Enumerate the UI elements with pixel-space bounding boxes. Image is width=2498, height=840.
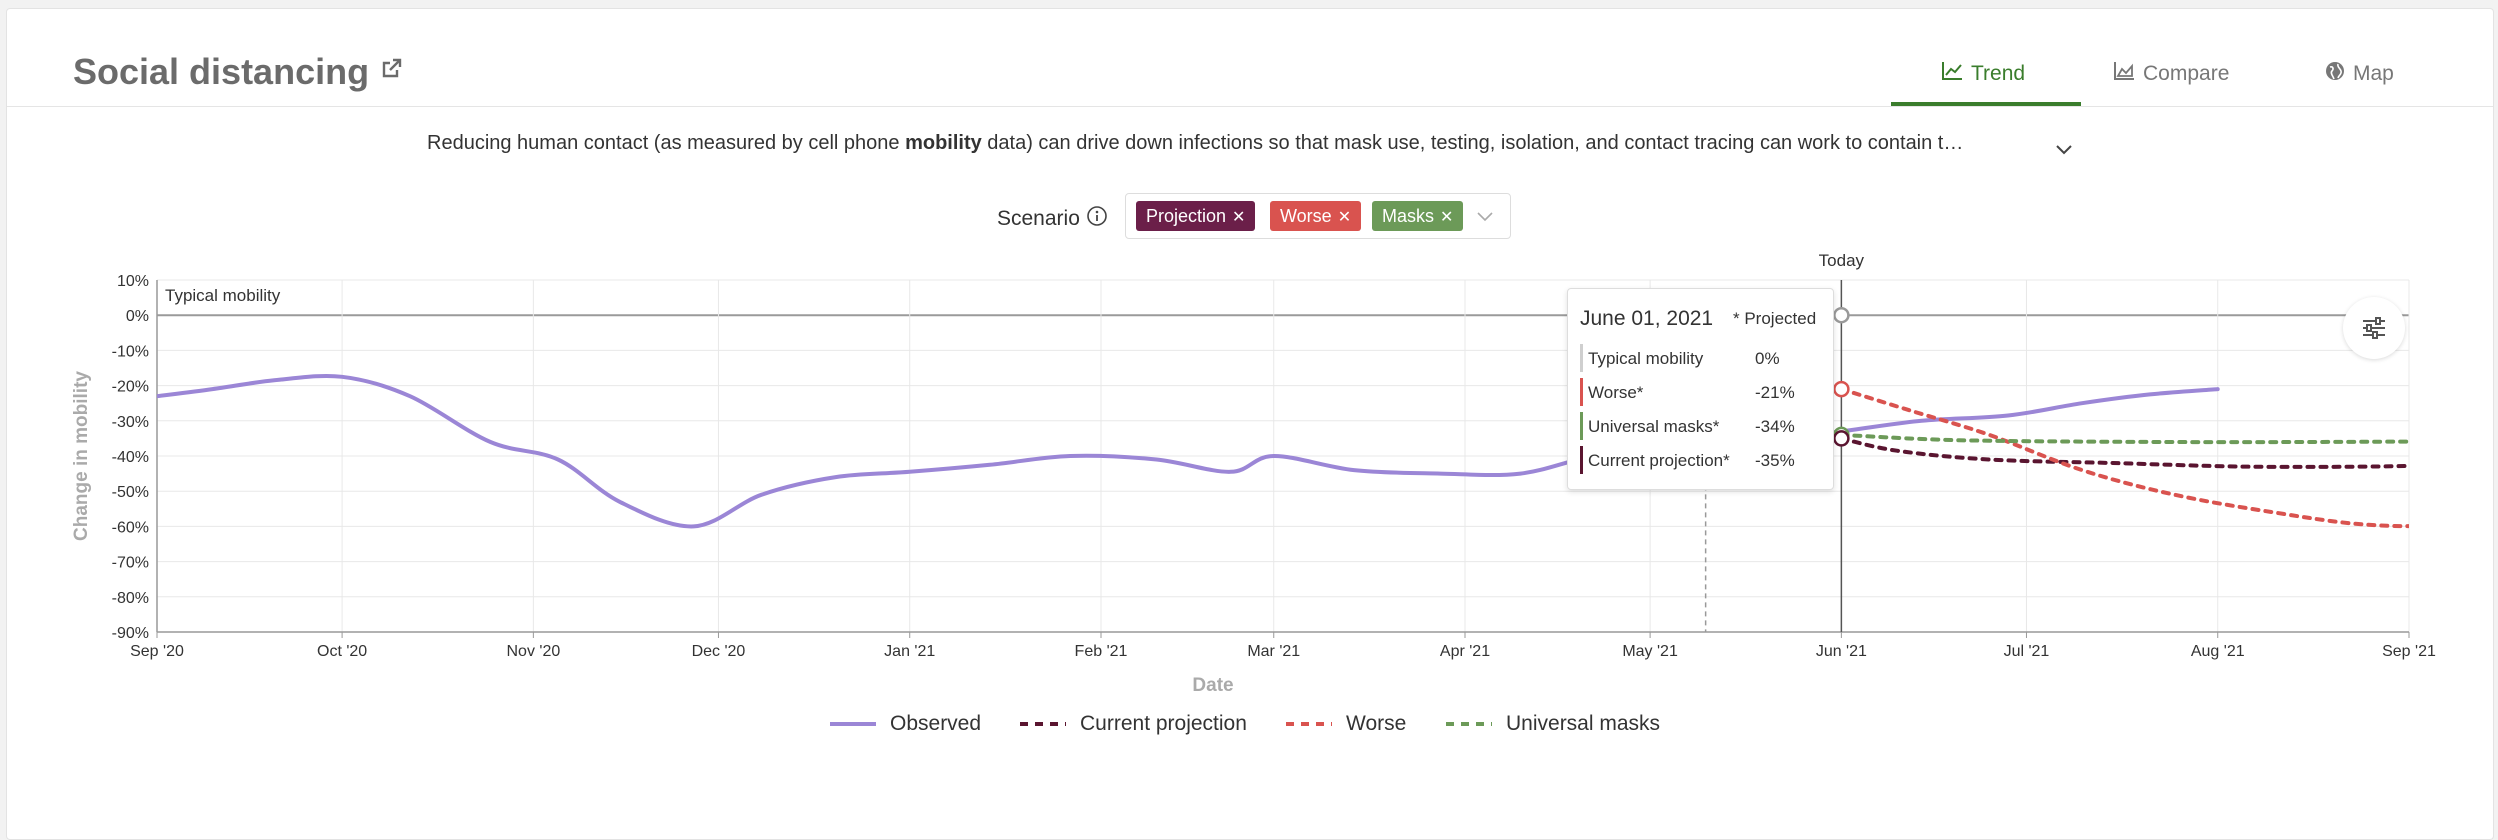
x-tick-label: Feb '21 [1075,643,1128,660]
y-tick-label: -70% [112,555,149,572]
tooltip-row-label: Worse* [1588,383,1644,402]
x-tick-label: May '21 [1622,643,1678,660]
y-tick-label: -10% [112,343,149,360]
mobility-chart: 10% 0% -10% -20% -30% -40% -50% -60% -70% -80% -90… [71,251,2436,696]
remove-chip-icon[interactable]: ✕ [1440,209,1454,226]
chart-settings-button[interactable] [2343,297,2405,359]
legend-item-current-projection[interactable]: Current projection [1020,712,1247,736]
y-tick-label: -20% [112,379,149,396]
page-title: Social distancing [73,51,370,92]
today-label: Today [1819,251,1865,270]
active-tab-indicator [1891,102,2081,106]
legend-label: Current projection [1080,712,1247,735]
scenario-chip-worse[interactable]: Worse ✕ [1270,201,1362,231]
series-line-current-projection [1839,436,2409,469]
tooltip-row-value: 0% [1755,349,1780,368]
x-tick-label: Sep '20 [130,643,184,660]
tooltip-color-bar [1580,446,1583,474]
chart-legend: Observed Current projection Worse Univer… [0,712,2498,742]
chevron-down-icon[interactable] [1476,210,1494,228]
tab-compare[interactable]: Compare [2113,61,2229,87]
tooltip-row-label: Current projection* [1588,451,1730,470]
series-line-universal-masks [1839,432,2409,445]
x-tick-label: Jan '21 [884,643,935,660]
legend-swatch [1020,722,1066,726]
chart-description: Reducing human contact (as measured by c… [427,132,1963,155]
x-tick-label: Nov '20 [506,643,560,660]
legend-item-worse[interactable]: Worse [1286,712,1406,736]
current-projection-marker [1833,430,1850,447]
tooltip-row-value: -35% [1755,451,1795,470]
y-tick-label: -60% [112,519,149,536]
globe-icon [2325,61,2345,87]
series-line-observed [157,373,2220,529]
x-tick-label: Mar '21 [1247,643,1300,660]
scenario-label: Scenario [997,205,1108,233]
scenario-chip-masks[interactable]: Masks ✕ [1372,201,1464,231]
tab-compare-label: Compare [2143,62,2230,85]
mobility-card: Social distancing Trend [6,8,2494,840]
chip-label: Masks [1382,206,1435,226]
y-tick-label: -80% [112,590,149,607]
legend-swatch [830,722,876,726]
chip-label: Projection [1146,206,1227,226]
chart-tooltip: June 01, 2021 * Projected Typical mobili… [1567,288,1834,490]
tooltip-projected-note: * Projected [1733,309,1817,328]
card-header: Social distancing Trend [7,9,2493,107]
x-axis-title: Date [1192,675,1233,696]
x-tick-label: Apr '21 [1440,643,1490,660]
area-chart-icon [2113,61,2135,87]
chip-label: Worse [1280,206,1332,226]
tooltip-row-label: Typical mobility [1588,349,1704,368]
x-tick-label: Jul '21 [2004,643,2050,660]
expand-description-chevron-icon[interactable] [2055,143,2073,161]
tooltip-row-value: -21% [1755,383,1795,402]
remove-chip-icon[interactable]: ✕ [1232,209,1246,226]
y-axis-title: Change in mobility [71,371,92,541]
x-tick-label: Aug '21 [2191,643,2245,660]
description-bold: mobility [905,132,982,154]
sliders-icon [2361,316,2387,345]
tooltip-row-value: -34% [1755,417,1795,436]
typical-mobility-marker [1833,306,1850,324]
x-tick-label: Jun '21 [1816,643,1867,660]
legend-label: Worse [1346,712,1407,735]
y-tick-label: -30% [112,414,149,431]
legend-label: Observed [890,712,982,735]
y-tick-label: 0% [126,308,149,325]
x-tick-label: Oct '20 [317,643,367,660]
tab-trend[interactable]: Trend [1941,61,2025,87]
tooltip-color-bar [1580,378,1583,406]
info-icon[interactable] [1086,205,1108,233]
worse-marker [1833,380,1850,398]
description-text-after: data) can drive down infections so that … [981,132,1964,154]
y-tick-label: -50% [112,484,149,501]
legend-swatch [1286,722,1332,726]
scenario-label-text: Scenario [997,207,1080,230]
series-line-worse [1839,387,2409,529]
legend-item-universal-masks[interactable]: Universal masks [1446,712,1660,736]
tab-trend-label: Trend [1971,62,2026,85]
x-tick-label: Dec '20 [692,643,746,660]
description-text-before: Reducing human contact (as measured by c… [427,132,906,154]
scenario-chip-projection[interactable]: Projection ✕ [1136,201,1256,231]
legend-item-observed[interactable]: Observed [830,712,981,736]
tab-map[interactable]: Map [2325,61,2394,87]
tab-map-label: Map [2353,62,2394,85]
legend-label: Universal masks [1506,712,1661,735]
typical-mobility-label: Typical mobility [165,286,281,305]
line-chart-icon [1941,61,1963,87]
y-tick-label: -40% [112,449,149,466]
tooltip-color-bar [1580,412,1583,440]
y-tick-label: -90% [112,625,149,642]
external-link-icon[interactable] [381,57,403,84]
x-tick-label: Sep '21 [2382,643,2436,660]
remove-chip-icon[interactable]: ✕ [1337,209,1352,226]
y-tick-label: 10% [117,273,149,290]
tooltip-date: June 01, 2021 [1580,307,1714,330]
legend-swatch [1446,722,1492,726]
tooltip-color-bar [1580,344,1583,372]
tooltip-row-label: Universal masks* [1588,417,1720,436]
scenario-select[interactable]: Projection ✕ Worse ✕ Masks ✕ [1125,193,1511,239]
